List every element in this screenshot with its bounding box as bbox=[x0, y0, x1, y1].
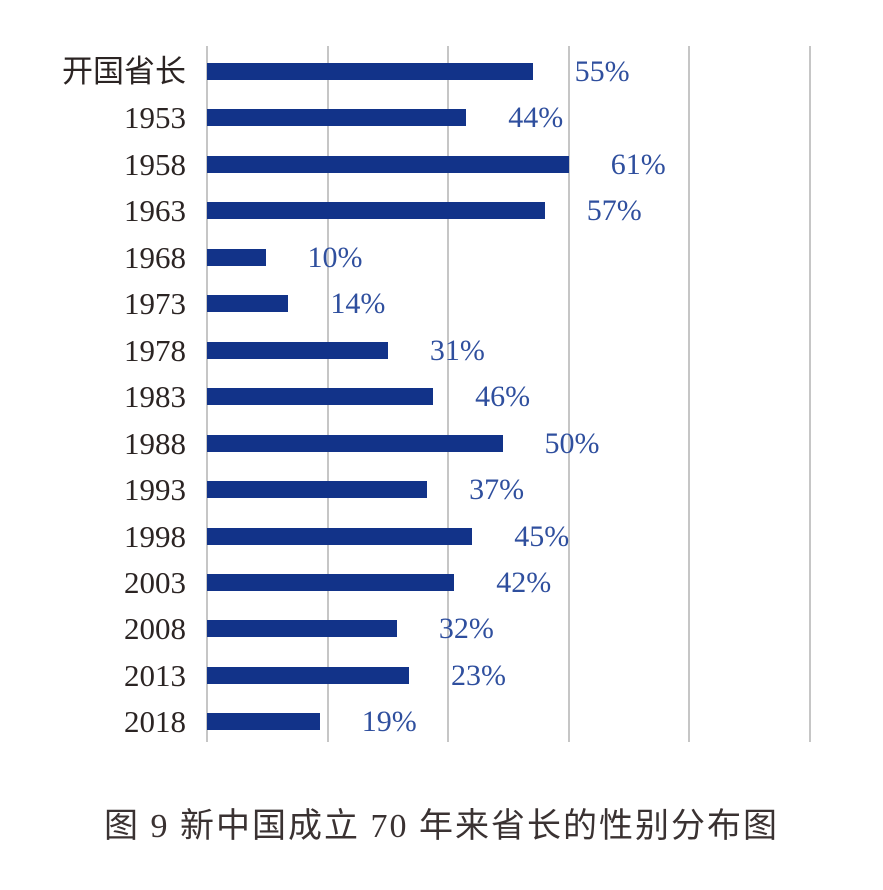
category-label: 1973 bbox=[124, 286, 186, 322]
value-label: 44% bbox=[508, 101, 564, 135]
bar bbox=[207, 295, 289, 313]
category-label: 2008 bbox=[124, 611, 186, 647]
gridline-100pct bbox=[809, 46, 811, 742]
category-label: 1983 bbox=[124, 379, 186, 415]
value-label: 50% bbox=[544, 426, 600, 460]
category-label: 2018 bbox=[124, 704, 186, 740]
category-label: 开国省长 bbox=[62, 54, 186, 89]
gridline-80pct bbox=[688, 46, 691, 742]
category-label: 1993 bbox=[124, 472, 186, 508]
category-label: 1998 bbox=[124, 518, 186, 554]
bar bbox=[207, 155, 569, 173]
category-label: 1968 bbox=[124, 239, 186, 275]
value-label: 23% bbox=[451, 658, 506, 692]
category-label: 2003 bbox=[124, 564, 186, 600]
category-label: 1953 bbox=[124, 100, 186, 136]
gridline-40pct bbox=[447, 46, 450, 742]
category-label: 1963 bbox=[124, 193, 186, 229]
value-label: 42% bbox=[496, 565, 552, 599]
value-label: 32% bbox=[438, 612, 494, 646]
value-label: 31% bbox=[429, 333, 485, 367]
value-label: 14% bbox=[330, 287, 386, 321]
bar bbox=[207, 620, 397, 638]
bar bbox=[207, 527, 473, 545]
bar bbox=[207, 713, 320, 731]
category-label: 1988 bbox=[124, 425, 186, 461]
bar bbox=[207, 109, 467, 127]
value-label: 45% bbox=[514, 519, 570, 553]
value-label: 57% bbox=[586, 194, 642, 228]
value-label: 61% bbox=[610, 147, 666, 181]
bar bbox=[207, 388, 434, 406]
value-label: 37% bbox=[469, 473, 525, 507]
value-label: 55% bbox=[574, 55, 630, 88]
category-label: 1978 bbox=[124, 332, 186, 368]
bar bbox=[207, 573, 455, 591]
bar bbox=[207, 341, 388, 359]
value-label: 46% bbox=[475, 380, 531, 414]
bar bbox=[207, 63, 533, 80]
value-label: 10% bbox=[307, 240, 363, 274]
gridline-60pct bbox=[567, 46, 570, 742]
bar bbox=[207, 481, 428, 499]
bar bbox=[207, 434, 503, 452]
figure-caption: 图 9 新中国成立 70 年来省长的性别分布图 bbox=[104, 808, 779, 845]
bar bbox=[207, 202, 545, 220]
value-label: 19% bbox=[361, 705, 417, 739]
bar bbox=[207, 666, 409, 684]
category-label: 2013 bbox=[124, 657, 186, 693]
bar bbox=[207, 248, 266, 266]
category-label: 1958 bbox=[124, 146, 186, 182]
